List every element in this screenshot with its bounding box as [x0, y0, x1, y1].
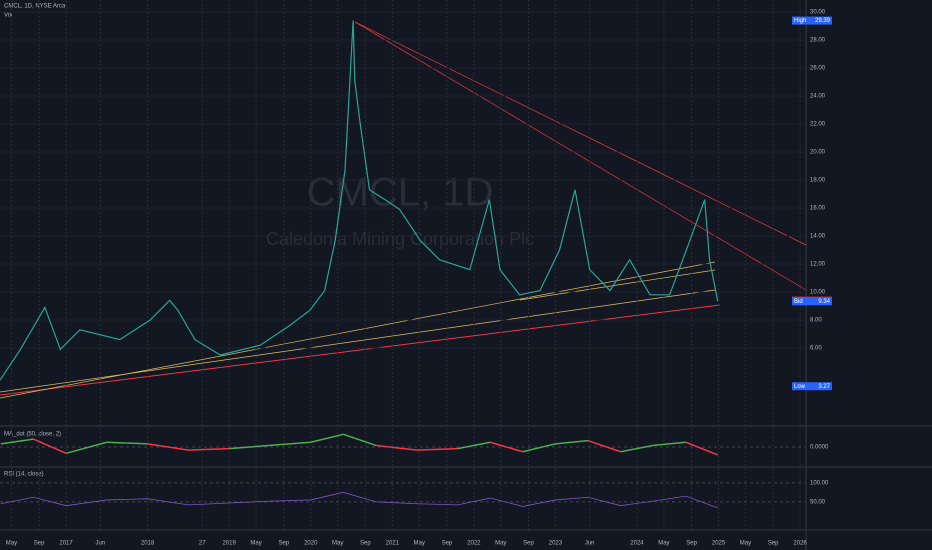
x-tick-label: Jun	[585, 541, 595, 547]
indicator-segment	[65, 441, 108, 455]
symbol-title: CMCL, 1D, NYSE Arca	[4, 4, 66, 10]
indicator-segment	[587, 439, 621, 453]
pane-title: RSI (14, close)	[4, 472, 44, 478]
y-tick-label: 0.0000	[810, 445, 829, 451]
x-tick-label: 2023	[549, 541, 563, 547]
x-tick-label: Sep	[360, 541, 371, 547]
indicator-segment	[457, 441, 491, 450]
y-tick-label: 18.00	[810, 178, 826, 184]
x-tick-label: May	[6, 541, 17, 547]
price-label-box	[792, 297, 832, 306]
x-tick-label: 2019	[223, 541, 237, 547]
y-tick-label: 50.00	[810, 499, 826, 505]
x-tick-label: Sep	[768, 541, 779, 547]
y-tick-label: 10.00	[810, 290, 826, 296]
trend-line	[0, 261, 716, 399]
x-tick-label: Jun	[95, 541, 105, 547]
rsi-line	[0, 491, 718, 509]
x-tick-label: 2022	[467, 541, 481, 547]
price-label-name: Low	[794, 384, 806, 390]
indicator-segment	[269, 441, 311, 447]
x-tick-label: May	[658, 541, 669, 547]
price-label-name: Bid	[794, 299, 803, 305]
watermark-company: Caledonia Mining Corporation Plc	[266, 229, 534, 249]
y-tick-label: 26.00	[810, 66, 826, 72]
trend-line	[519, 269, 716, 301]
x-tick-label: 2025	[712, 541, 726, 547]
indicator-segment	[188, 447, 230, 451]
y-tick-label: 12.00	[810, 262, 826, 268]
y-tick-label: 8.00	[810, 318, 822, 324]
x-tick-label: Sep	[523, 541, 534, 547]
x-tick-label: 27	[199, 541, 206, 547]
x-tick-label: May	[414, 541, 425, 547]
indicator-segment	[33, 438, 67, 455]
x-tick-label: 2017	[59, 541, 73, 547]
price-label-box	[792, 382, 832, 391]
indicator-segment	[653, 441, 686, 447]
y-tick-label: 16.00	[810, 206, 826, 212]
x-tick-label: 2018	[141, 541, 155, 547]
indicator-segment	[522, 443, 556, 453]
pane-title: MA_dot (50, close, 2)	[4, 432, 61, 438]
x-tick-label: Sep	[442, 541, 453, 547]
indicator-segment	[375, 444, 417, 451]
indicator-segment	[685, 441, 719, 456]
price-label-box	[792, 16, 832, 25]
indicator-segment	[620, 444, 654, 453]
price-label-value: 3.27	[818, 384, 830, 390]
x-tick-label: May	[740, 541, 751, 547]
y-tick-label: 100.00	[810, 480, 829, 486]
indicator-segment	[229, 444, 271, 450]
indicator-segment	[489, 441, 524, 453]
volume-label: Vol	[4, 13, 12, 19]
y-tick-label: 20.00	[810, 150, 826, 156]
y-tick-label: 24.00	[810, 94, 826, 100]
x-tick-label: Sep	[686, 541, 697, 547]
x-tick-label: 2026	[793, 541, 807, 547]
indicator-segment	[310, 433, 344, 443]
indicator-segment	[147, 443, 189, 451]
price-label-value: 29.39	[815, 18, 831, 24]
price-label-name: High	[794, 18, 806, 24]
y-tick-label: 6.00	[810, 346, 822, 352]
x-tick-label: 2021	[386, 541, 400, 547]
x-tick-label: May	[332, 541, 343, 547]
trend-line	[354, 21, 807, 291]
x-tick-label: May	[495, 541, 506, 547]
x-tick-label: May	[250, 541, 261, 547]
indicator-segment	[0, 438, 34, 445]
x-tick-label: 2020	[304, 541, 318, 547]
indicator-segment	[416, 447, 458, 451]
price-label-value: 9.34	[818, 299, 830, 305]
indicator-segment	[106, 441, 148, 445]
indicator-segment	[555, 439, 589, 445]
y-tick-label: 28.00	[810, 38, 826, 44]
y-tick-label: 14.00	[810, 234, 826, 240]
y-tick-label: 22.00	[810, 122, 826, 128]
x-tick-label: Sep	[278, 541, 289, 547]
y-tick-label: 30.00	[810, 10, 826, 16]
x-tick-label: 2024	[630, 541, 644, 547]
x-tick-label: Sep	[34, 541, 45, 547]
indicator-segment	[343, 433, 377, 447]
price-line	[0, 20, 719, 381]
